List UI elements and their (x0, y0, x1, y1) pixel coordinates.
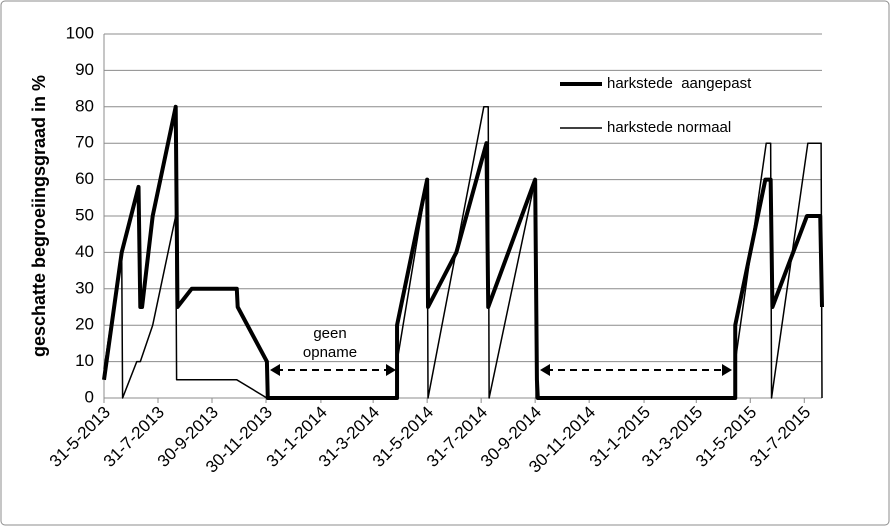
y-tick-label: 50 (75, 205, 94, 224)
y-tick-label: 0 (85, 387, 94, 406)
arrow-heads (270, 364, 732, 376)
legend-label: harkstede aangepast (607, 75, 752, 92)
y-tick-label: 80 (75, 96, 94, 115)
y-tick-label: 60 (75, 169, 94, 188)
annotation: geen opname (302, 325, 358, 361)
y-tick-label: 70 (75, 133, 94, 152)
y-tick-label: 100 (66, 23, 94, 42)
y-tick-label: 40 (75, 242, 94, 261)
y-axis-label: geschatte begroeiingsgraad in % (29, 75, 49, 357)
y-tick-label: 20 (75, 315, 94, 334)
y-tick-label: 90 (75, 60, 94, 79)
y-tick-label: 30 (75, 278, 94, 297)
legend-label: harkstede normaal (607, 119, 731, 136)
annotation-text: geen opname (302, 325, 358, 361)
y-tick-label: 10 (75, 351, 94, 370)
series-line (103, 106, 823, 399)
